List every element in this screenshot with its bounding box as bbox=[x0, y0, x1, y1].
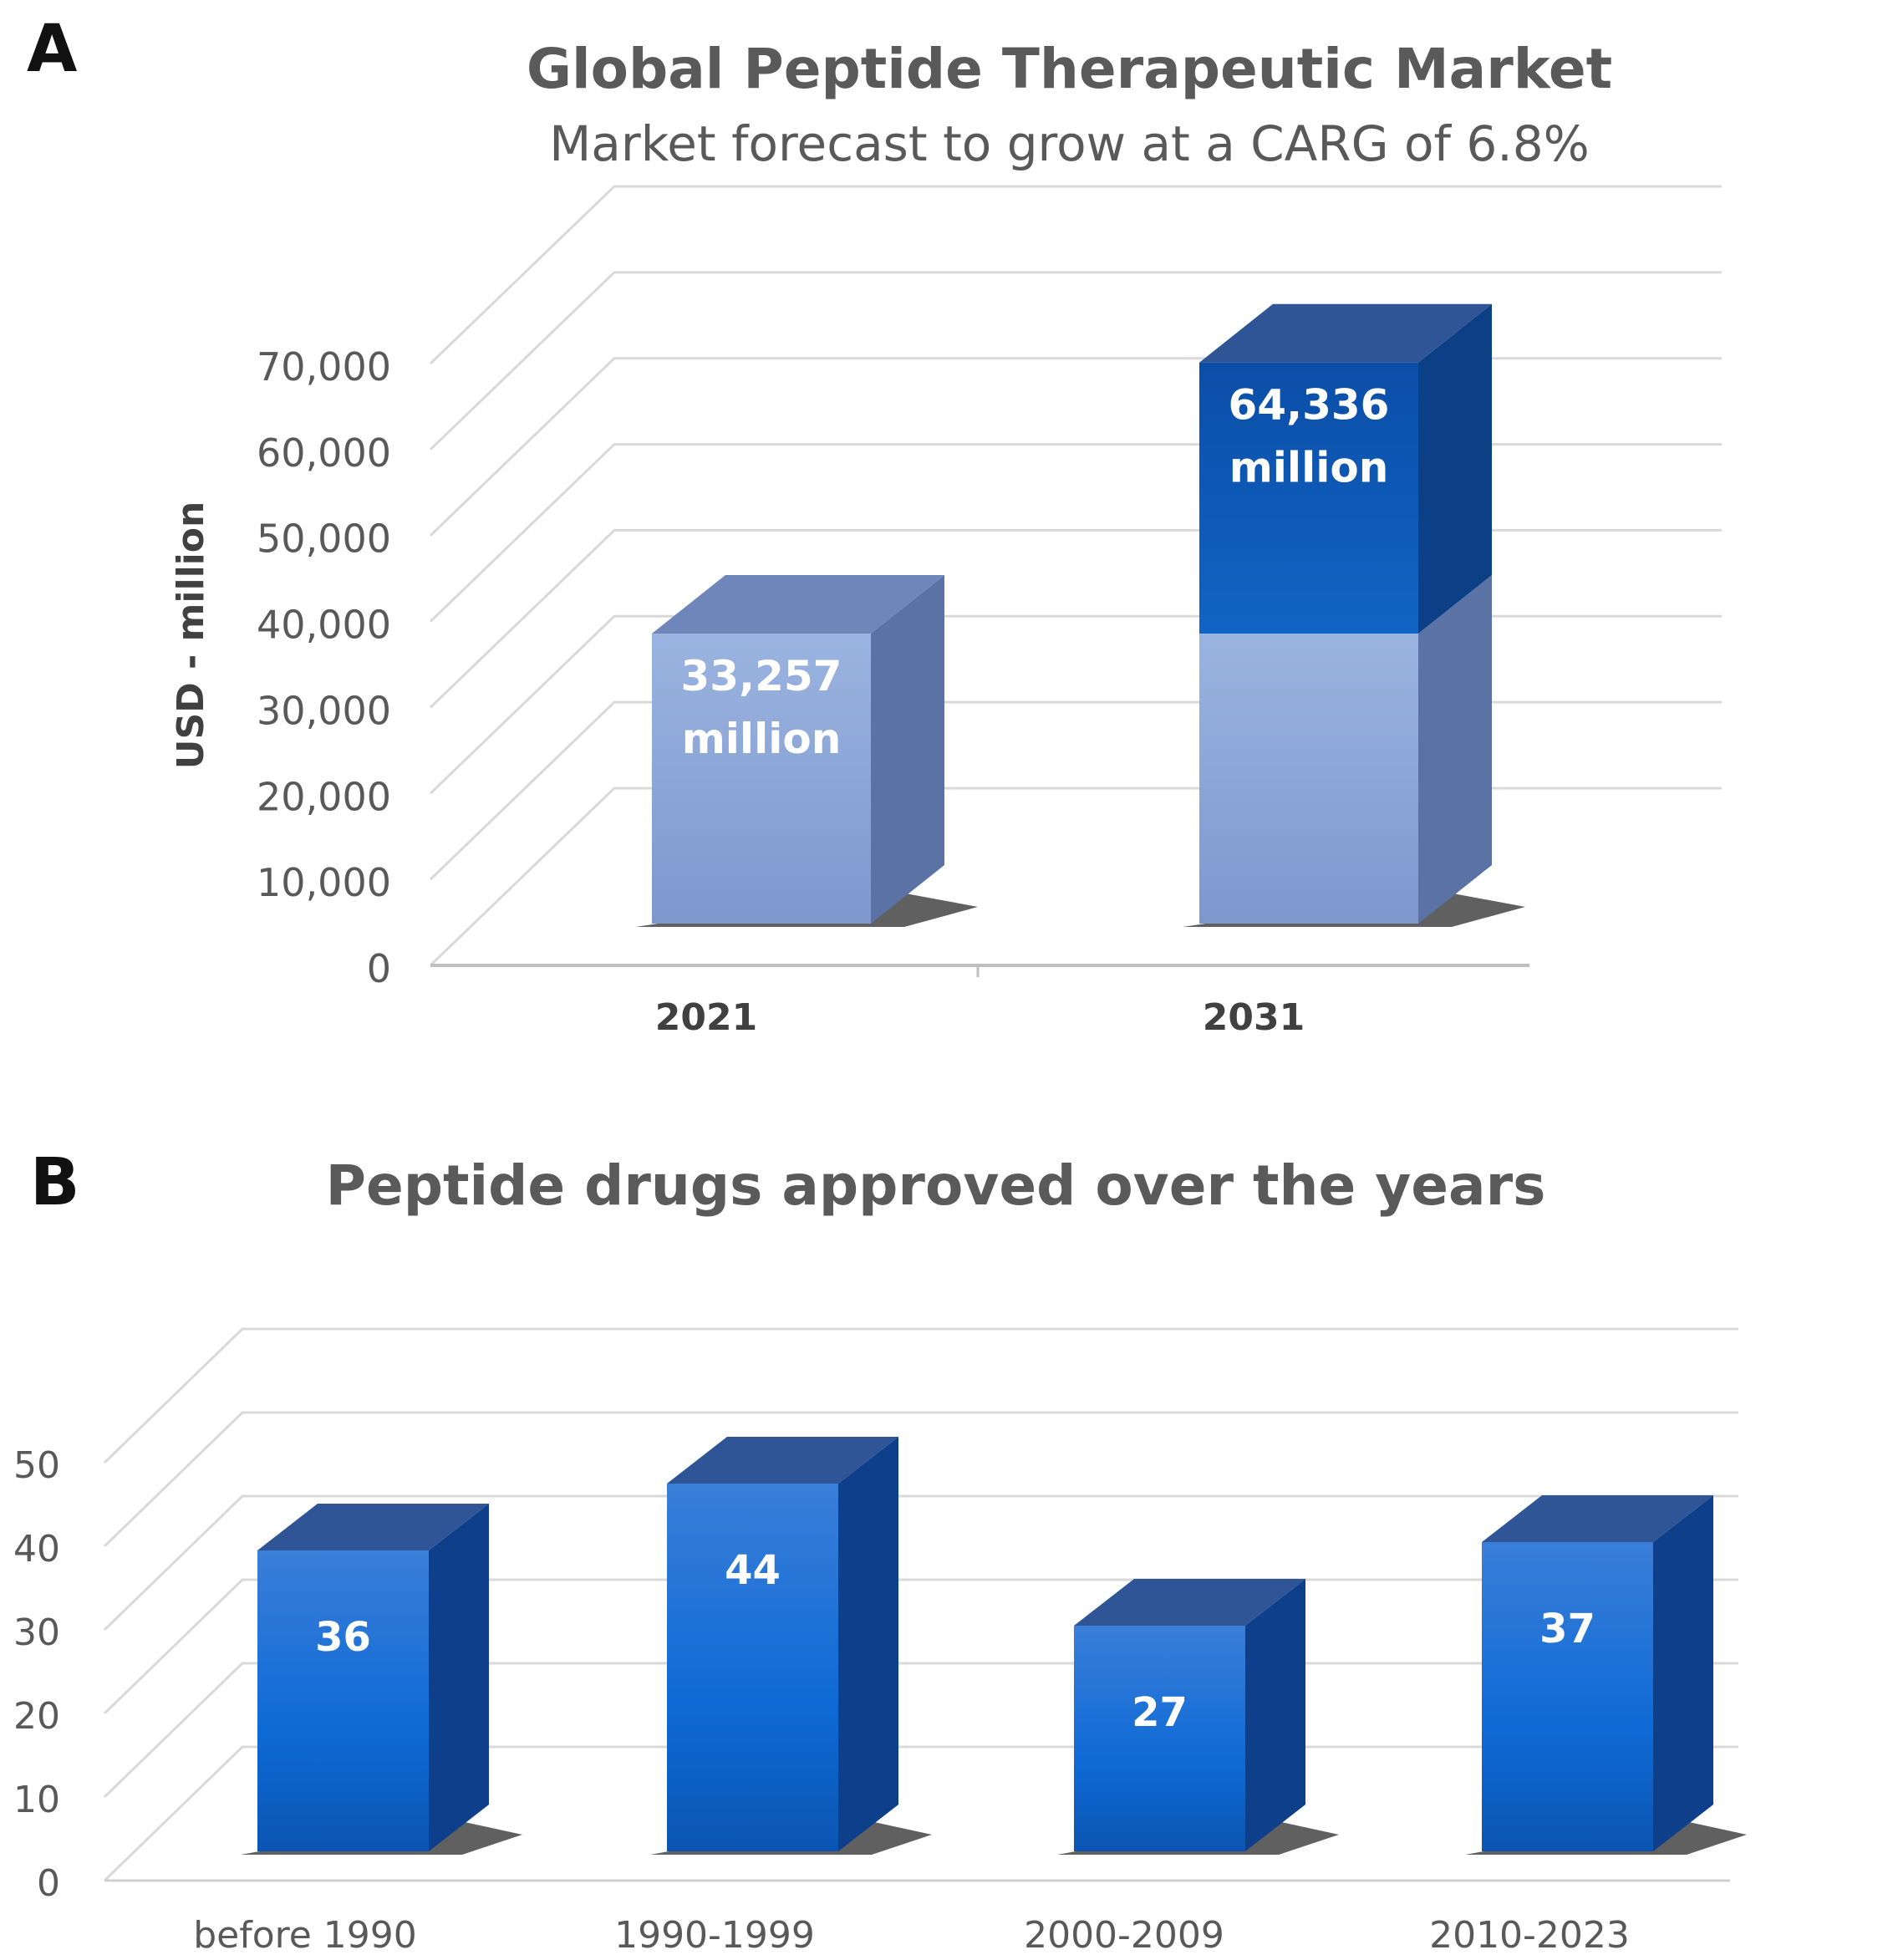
bar-side bbox=[838, 1437, 898, 1851]
y-tick-label: 60,000 bbox=[257, 430, 391, 476]
y-tick-label: 20 bbox=[13, 1695, 60, 1738]
bar-top bbox=[652, 575, 944, 634]
y-tick-label: 30 bbox=[13, 1611, 60, 1654]
chart-b: 0 10 20 30 40 50 36 before 1990 44 1990-1999 27 200… bbox=[13, 1327, 1747, 1957]
y-tick-label: 0 bbox=[37, 1862, 60, 1905]
y-tick-label: 10 bbox=[13, 1779, 60, 1821]
panel-a-label: A bbox=[27, 12, 78, 87]
bar bbox=[667, 1484, 838, 1851]
y-tick-label: 0 bbox=[367, 946, 391, 991]
bar-side bbox=[1418, 575, 1492, 924]
bar bbox=[1482, 1542, 1653, 1851]
y-tick-label: 40,000 bbox=[257, 603, 391, 648]
y-tick-label: 70,000 bbox=[257, 344, 391, 389]
gridline bbox=[429, 357, 1722, 537]
data-label: 44 bbox=[725, 1547, 781, 1594]
data-label: million bbox=[682, 715, 842, 763]
y-tick-label: 50,000 bbox=[257, 517, 391, 562]
bar-2021 bbox=[652, 634, 871, 924]
gridline bbox=[429, 271, 1722, 451]
bar-side bbox=[871, 575, 944, 924]
bar-top bbox=[257, 1504, 489, 1550]
bar-top bbox=[1199, 303, 1492, 363]
data-label: 36 bbox=[315, 1614, 371, 1661]
y-tick-label: 10,000 bbox=[257, 860, 391, 905]
data-label: million bbox=[1229, 444, 1389, 492]
bar bbox=[257, 1550, 429, 1851]
data-label: 33,257 bbox=[681, 652, 842, 700]
x-tick-label: 2031 bbox=[1203, 996, 1305, 1039]
bar-side bbox=[1245, 1579, 1305, 1851]
x-tick-label: 1990-1999 bbox=[614, 1914, 815, 1957]
chart-b-title: Peptide drugs approved over the years bbox=[325, 1153, 1546, 1218]
y-tick-label: 40 bbox=[13, 1528, 60, 1571]
gridline bbox=[429, 443, 1722, 623]
gridline bbox=[429, 528, 1722, 709]
chart-a-subtitle: Market forecast to grow at a CARG of 6.8… bbox=[549, 115, 1590, 172]
gridline bbox=[429, 185, 1722, 365]
bar-side bbox=[429, 1504, 489, 1851]
bar-top bbox=[667, 1437, 898, 1484]
bar-top bbox=[1482, 1495, 1713, 1542]
data-label: 64,336 bbox=[1229, 381, 1390, 430]
bar-2031-growth bbox=[1199, 362, 1418, 634]
y-axis-label: USD - million bbox=[170, 501, 212, 770]
bar-side bbox=[1418, 303, 1492, 634]
x-tick-label: before 1990 bbox=[193, 1914, 417, 1957]
bar-2031-base bbox=[1199, 634, 1418, 924]
bar bbox=[1074, 1626, 1245, 1851]
gridline bbox=[429, 614, 1722, 795]
gridline bbox=[429, 700, 1722, 881]
y-tick-label: 20,000 bbox=[257, 774, 391, 819]
y-tick-label: 30,000 bbox=[257, 688, 391, 733]
y-tick-label: 50 bbox=[13, 1444, 60, 1487]
gridline bbox=[103, 1411, 1738, 1548]
chart-a: 0 10,000 20,000 30,000 40,000 50,000 60,000 70,… bbox=[170, 185, 1722, 1039]
panel-b-label: B bbox=[30, 1145, 80, 1220]
data-label: 27 bbox=[1132, 1689, 1188, 1736]
gridline bbox=[103, 1494, 1738, 1632]
x-tick-label: 2021 bbox=[655, 996, 757, 1039]
bar-top bbox=[1074, 1579, 1305, 1626]
x-tick-label: 2000-2009 bbox=[1024, 1914, 1224, 1957]
gridline bbox=[429, 787, 1722, 967]
data-label: 37 bbox=[1539, 1606, 1595, 1652]
gridline bbox=[103, 1327, 1738, 1464]
x-tick-label: 2010-2023 bbox=[1429, 1914, 1630, 1957]
bar-side bbox=[1653, 1495, 1713, 1851]
chart-a-title: Global Peptide Therapeutic Market bbox=[526, 37, 1613, 101]
